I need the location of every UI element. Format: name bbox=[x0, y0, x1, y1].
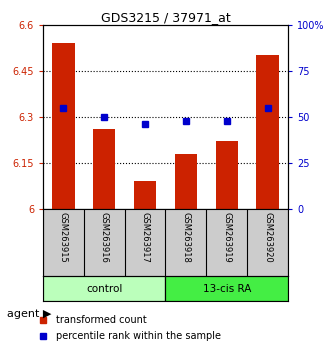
Text: agent ▶: agent ▶ bbox=[7, 309, 51, 319]
Title: GDS3215 / 37971_at: GDS3215 / 37971_at bbox=[101, 11, 230, 24]
Bar bbox=[256, 56, 279, 209]
Bar bbox=[175, 154, 197, 209]
Bar bbox=[215, 141, 238, 209]
Bar bbox=[43, 276, 166, 301]
Text: 13-cis RA: 13-cis RA bbox=[203, 284, 251, 293]
Text: transformed count: transformed count bbox=[56, 315, 147, 325]
Text: GSM263916: GSM263916 bbox=[100, 212, 109, 263]
Bar bbox=[52, 43, 75, 209]
Text: GSM263917: GSM263917 bbox=[141, 212, 150, 263]
Text: GSM263919: GSM263919 bbox=[222, 212, 231, 263]
Bar bbox=[166, 276, 288, 301]
Text: percentile rank within the sample: percentile rank within the sample bbox=[56, 331, 221, 341]
Text: GSM263918: GSM263918 bbox=[181, 212, 190, 263]
Text: control: control bbox=[86, 284, 122, 293]
Bar bbox=[93, 129, 116, 209]
Text: GSM263920: GSM263920 bbox=[263, 212, 272, 263]
Bar bbox=[134, 181, 156, 209]
Text: GSM263915: GSM263915 bbox=[59, 212, 68, 263]
